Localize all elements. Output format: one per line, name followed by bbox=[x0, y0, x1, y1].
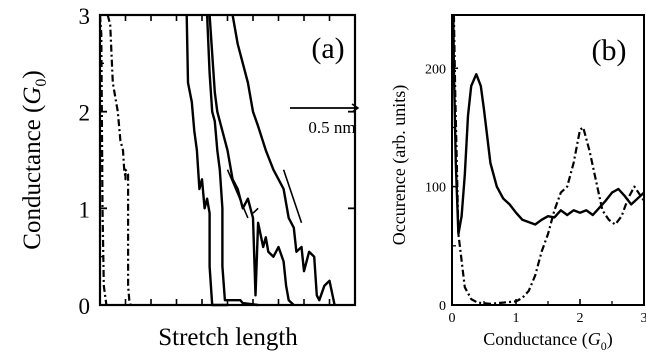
panel-a-label: (a) bbox=[311, 32, 344, 65]
panel-a-ytick-label: 2 bbox=[79, 101, 91, 126]
panel-a-series-5 bbox=[208, 14, 295, 306]
scale-bar-arrowhead bbox=[351, 103, 360, 113]
panel-b-xtick-label: 0 bbox=[449, 311, 456, 326]
panel-b: 0 100 200 0 1 2 3 (b) Conductance (G0) Occure… bbox=[389, 14, 646, 353]
panel-b-y-axis-label: Occurence (arb. units) bbox=[389, 85, 410, 245]
panel-b-xtick-label: 3 bbox=[641, 311, 646, 326]
panel-a-ytick-label: 1 bbox=[79, 197, 91, 222]
panel-b-xtick-label: 1 bbox=[513, 311, 520, 326]
panel-a-series-9 bbox=[282, 169, 303, 224]
panel-b-xtick-label: 2 bbox=[577, 311, 584, 326]
panel-a-x-axis-label: Stretch length bbox=[158, 324, 298, 351]
panel-a-series-1 bbox=[106, 14, 132, 306]
scale-bar: 0.5 nm bbox=[290, 103, 360, 137]
panel-a-ticks bbox=[100, 14, 355, 306]
panel-b-ytick-label: 100 bbox=[425, 181, 446, 196]
panel-a: 0 1 2 3 (a) 0.5 nm Stretch length Conductan… bbox=[19, 4, 360, 351]
panel-a-series-3 bbox=[185, 14, 228, 307]
panel-b-x-axis-label: Conductance (G0) bbox=[483, 329, 612, 353]
panel-b-series bbox=[452, 14, 645, 305]
panel-b-label: (b) bbox=[592, 34, 627, 67]
panel-b-ytick-label: 200 bbox=[425, 62, 446, 77]
panel-a-y-axis-label: Conductance (G0) bbox=[19, 70, 50, 249]
panel-a-ytick-labels: 0 1 2 3 bbox=[79, 4, 91, 319]
panel-b-ticks bbox=[451, 67, 645, 306]
panel-a-series-8 bbox=[226, 169, 249, 219]
panel-b-series-1 bbox=[452, 14, 645, 236]
panel-a-series-4 bbox=[205, 14, 259, 307]
panel-a-series-7 bbox=[252, 207, 259, 214]
panel-b-ytick-label: 0 bbox=[439, 299, 446, 314]
panel-a-series-6 bbox=[231, 14, 336, 306]
panel-b-xtick-labels: 0 1 2 3 bbox=[449, 311, 646, 326]
panel-a-ytick-label: 3 bbox=[79, 4, 91, 29]
panel-b-ytick-labels: 0 100 200 bbox=[425, 62, 446, 314]
panel-a-series bbox=[98, 14, 336, 307]
scale-bar-label: 0.5 nm bbox=[308, 118, 355, 137]
panel-a-ytick-label: 0 bbox=[79, 294, 91, 319]
